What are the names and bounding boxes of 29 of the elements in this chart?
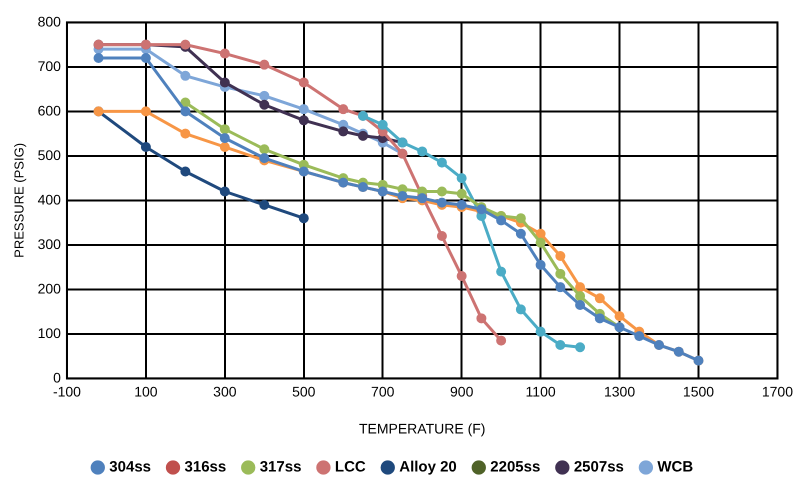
y-tick-label: 0 [53, 369, 62, 386]
legend-label: WCB [657, 458, 694, 476]
y-tick-label: 500 [38, 146, 62, 163]
legend-label: 2507ss [574, 458, 624, 476]
legend-label: 2205ss [490, 458, 540, 476]
legend-label: Alloy 20 [399, 458, 457, 476]
x-tick-label: -100 [52, 384, 82, 400]
x-tick-label: 1500 [682, 384, 714, 400]
y-tick-label: 200 [38, 280, 62, 296]
y-tick-label: 600 [38, 102, 62, 118]
x-tick-label: 300 [213, 384, 237, 400]
x-tick-label: 700 [371, 384, 395, 400]
legend-label: 317ss [260, 458, 302, 476]
y-tick-label: 100 [38, 324, 62, 341]
y-axis-title: PRESSURE (PSIG) [11, 142, 26, 258]
y-tick-label: 300 [38, 236, 62, 252]
legend-label: 316ss [184, 458, 226, 476]
x-tick-label: 500 [292, 384, 316, 400]
x-tick-label: 1300 [604, 384, 636, 400]
legend-label: LCC [334, 458, 366, 476]
legend-label: 304ss [109, 458, 152, 476]
x-tick-label: 1700 [762, 384, 794, 400]
y-tick-label: 700 [38, 58, 62, 74]
x-tick-label: 900 [450, 384, 474, 400]
x-tick-label: 100 [134, 384, 158, 400]
x-axis-title: TEMPERATURE (F) [358, 420, 486, 436]
y-tick-label: 400 [38, 191, 62, 208]
y-tick-label: 800 [38, 13, 62, 30]
x-tick-label: 1100 [526, 384, 556, 400]
